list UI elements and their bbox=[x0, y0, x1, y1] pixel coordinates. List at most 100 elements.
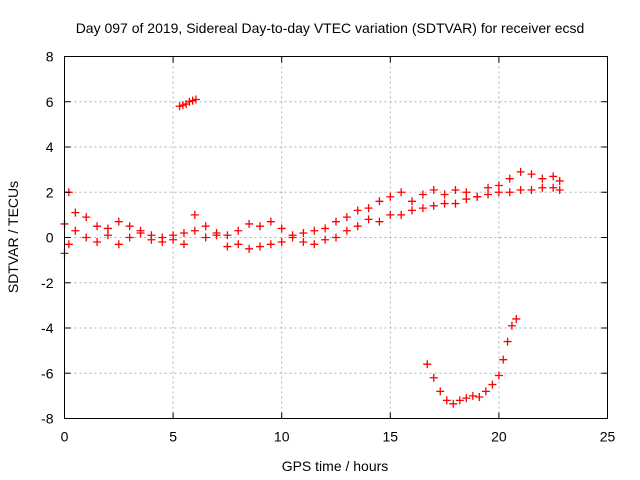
data-point bbox=[82, 213, 91, 222]
data-point bbox=[332, 233, 340, 242]
y-tick-label: -2 bbox=[41, 275, 54, 291]
data-point bbox=[158, 233, 167, 242]
data-point bbox=[475, 393, 484, 402]
data-point bbox=[190, 210, 199, 219]
data-point bbox=[473, 192, 482, 201]
data-point bbox=[277, 238, 286, 247]
data-point bbox=[494, 188, 503, 197]
data-point bbox=[375, 217, 384, 226]
data-point bbox=[451, 185, 460, 194]
data-point bbox=[71, 208, 80, 217]
data-point bbox=[462, 195, 471, 204]
data-point bbox=[386, 192, 395, 201]
data-point bbox=[310, 226, 319, 235]
data-point bbox=[484, 183, 493, 192]
data-point bbox=[82, 233, 91, 242]
data-point bbox=[169, 231, 178, 240]
data-point bbox=[234, 226, 243, 235]
data-point bbox=[484, 190, 493, 199]
data-point bbox=[191, 95, 200, 104]
data-point bbox=[299, 228, 308, 237]
data-point bbox=[179, 240, 188, 249]
data-point bbox=[468, 391, 477, 400]
y-tick-label: -8 bbox=[41, 411, 54, 427]
data-point bbox=[494, 181, 503, 190]
data-point bbox=[440, 199, 449, 208]
y-tick-label: 6 bbox=[46, 94, 54, 110]
data-point bbox=[451, 199, 460, 208]
data-point bbox=[555, 185, 564, 194]
data-point bbox=[408, 206, 417, 215]
data-point bbox=[234, 240, 243, 249]
x-axis-label: GPS time / hours bbox=[282, 458, 389, 474]
data-point bbox=[364, 215, 373, 224]
data-point bbox=[418, 190, 427, 199]
data-point bbox=[223, 231, 232, 240]
data-point bbox=[212, 228, 221, 237]
data-point bbox=[549, 183, 558, 192]
data-point bbox=[418, 204, 427, 213]
data-point bbox=[494, 371, 503, 380]
y-tick-label: 2 bbox=[46, 184, 54, 200]
data-point bbox=[442, 396, 451, 405]
data-point bbox=[288, 231, 297, 240]
data-point bbox=[321, 235, 330, 244]
data-point bbox=[255, 242, 264, 251]
chart-title: Day 097 of 2019, Sidereal Day-to-day VTE… bbox=[76, 20, 585, 36]
data-point bbox=[179, 228, 188, 237]
data-point bbox=[527, 170, 536, 179]
series-isolated-arc bbox=[175, 95, 200, 111]
data-point bbox=[266, 240, 275, 249]
data-point bbox=[299, 238, 308, 247]
data-point bbox=[429, 185, 438, 194]
data-point bbox=[505, 188, 514, 197]
data-point bbox=[527, 185, 536, 194]
data-point bbox=[255, 222, 264, 231]
data-point bbox=[310, 240, 319, 249]
data-point bbox=[512, 314, 521, 323]
data-point bbox=[342, 213, 351, 222]
data-point bbox=[114, 240, 123, 249]
y-tick-label: 4 bbox=[46, 139, 54, 155]
data-point bbox=[499, 355, 508, 364]
data-point bbox=[147, 231, 156, 240]
data-point bbox=[64, 240, 73, 249]
data-point bbox=[332, 217, 340, 226]
data-point bbox=[516, 185, 525, 194]
x-tick-label: 10 bbox=[274, 429, 290, 445]
x-tick-label: 15 bbox=[383, 429, 399, 445]
data-point bbox=[266, 217, 275, 226]
series-main-band-lower bbox=[60, 183, 564, 258]
data-point bbox=[190, 226, 199, 235]
y-tick-label: 0 bbox=[46, 230, 54, 246]
axis-ticks: 0 5 10 15 20 25 -8 -6 -4 -2 0 2 4 6 8 bbox=[41, 49, 615, 445]
data-point bbox=[538, 183, 547, 192]
data-point bbox=[277, 224, 286, 233]
data-point bbox=[538, 174, 547, 183]
y-tick-label: 8 bbox=[46, 49, 54, 65]
data-point bbox=[516, 167, 525, 176]
data-point bbox=[429, 201, 438, 210]
data-point bbox=[245, 219, 254, 228]
data-point bbox=[555, 176, 564, 185]
data-point bbox=[397, 188, 406, 197]
data-point bbox=[364, 204, 373, 213]
data-point bbox=[429, 373, 438, 382]
data-point bbox=[125, 222, 134, 231]
data-point bbox=[375, 197, 384, 206]
data-point bbox=[93, 238, 102, 247]
y-tick-label: -6 bbox=[41, 365, 54, 381]
y-tick-label: -4 bbox=[41, 320, 54, 336]
data-point bbox=[353, 206, 362, 215]
data-point bbox=[114, 217, 123, 226]
x-tick-label: 20 bbox=[491, 429, 507, 445]
data-point bbox=[125, 233, 134, 242]
data-point bbox=[462, 394, 471, 403]
x-tick-label: 0 bbox=[61, 429, 69, 445]
data-point bbox=[103, 231, 112, 240]
data-point bbox=[71, 226, 80, 235]
data-point bbox=[455, 396, 464, 405]
data-point bbox=[353, 222, 362, 231]
